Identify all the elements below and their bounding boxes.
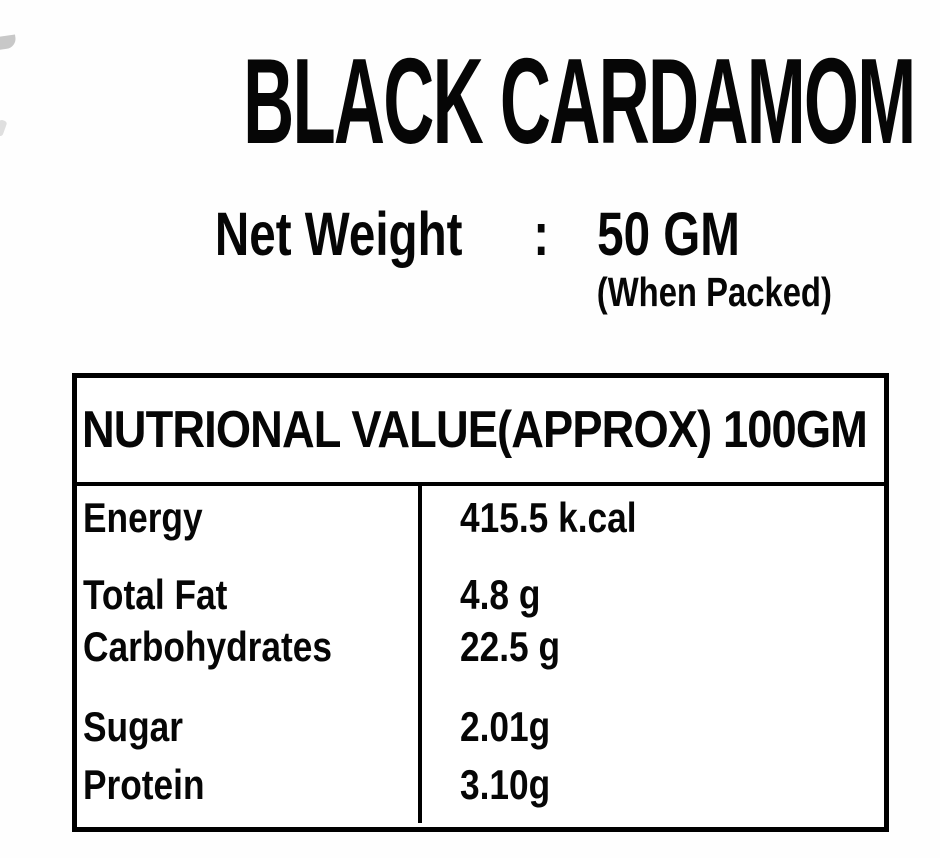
nutrient-value: 2.01g — [460, 703, 551, 750]
nutrient-label: Energy — [83, 494, 203, 541]
nutrient-label: Total Fat — [83, 571, 228, 618]
nutrition-table-header: NUTRIONAL VALUE(APPROX) 100GM — [77, 378, 884, 486]
net-weight-separator: : — [533, 199, 550, 268]
nutrition-table: NUTRIONAL VALUE(APPROX) 100GM Energy Tot… — [72, 373, 889, 832]
nutrient-value: 415.5 k.cal — [460, 494, 637, 541]
product-label-page: { "label": { "product_title": "BLACK CAR… — [0, 34, 940, 858]
nutrition-table-body: Energy Total Fat Carbohydrates Sugar Pro… — [77, 486, 884, 823]
net-weight-value: 50 GM — [597, 199, 741, 268]
when-packed-text: (When Packed) — [596, 269, 832, 315]
nutrient-label-column: Energy Total Fat Carbohydrates Sugar Pro… — [77, 486, 418, 823]
nutrient-value: 4.8 g — [460, 571, 541, 618]
nutrient-value: 3.10g — [460, 761, 551, 808]
product-title-text: BLACK CARDAMOM — [243, 33, 916, 169]
net-weight-label: Net Weight — [214, 199, 463, 268]
when-packed-note: (When Packed) — [0, 269, 940, 315]
nutrient-value-column: 415.5 k.cal 4.8 g 22.5 g 2.01g 3.10g — [418, 486, 884, 823]
nutrient-label: Protein — [83, 761, 205, 808]
product-title: BLACK CARDAMOM — [0, 40, 940, 162]
nutrient-label: Carbohydrates — [83, 623, 332, 670]
nutrient-value: 22.5 g — [460, 623, 561, 670]
net-weight-line: Net Weight : 50 GM — [0, 202, 940, 266]
nutrition-table-header-text: NUTRIONAL VALUE(APPROX) 100GM — [82, 401, 868, 459]
nutrient-label: Sugar — [83, 703, 183, 750]
